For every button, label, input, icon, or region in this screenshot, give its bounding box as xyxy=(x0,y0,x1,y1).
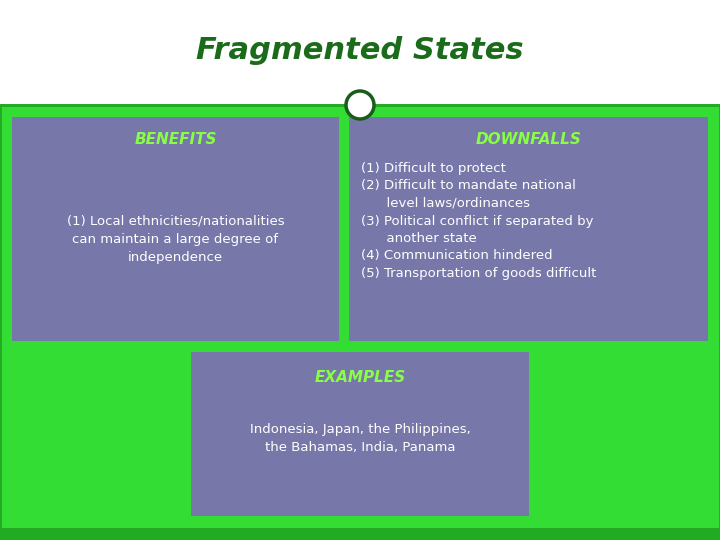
Bar xyxy=(0,528,720,540)
Text: (1) Local ethnicities/nationalities
can maintain a large degree of
independence: (1) Local ethnicities/nationalities can … xyxy=(67,214,284,264)
Bar xyxy=(0,105,720,540)
Text: BENEFITS: BENEFITS xyxy=(134,132,217,146)
Bar xyxy=(0,105,720,540)
Text: DOWNFALLS: DOWNFALLS xyxy=(476,132,582,146)
Text: Indonesia, Japan, the Philippines,
the Bahamas, India, Panama: Indonesia, Japan, the Philippines, the B… xyxy=(250,423,470,455)
Text: (1) Difficult to protect
(2) Difficult to mandate national
      level laws/ordi: (1) Difficult to protect (2) Difficult t… xyxy=(361,162,596,280)
Text: EXAMPLES: EXAMPLES xyxy=(315,369,405,384)
Text: Fragmented States: Fragmented States xyxy=(197,36,523,65)
Bar xyxy=(12,117,339,341)
Bar xyxy=(191,352,529,516)
Bar xyxy=(349,117,708,341)
Bar xyxy=(0,0,720,105)
Circle shape xyxy=(346,91,374,119)
